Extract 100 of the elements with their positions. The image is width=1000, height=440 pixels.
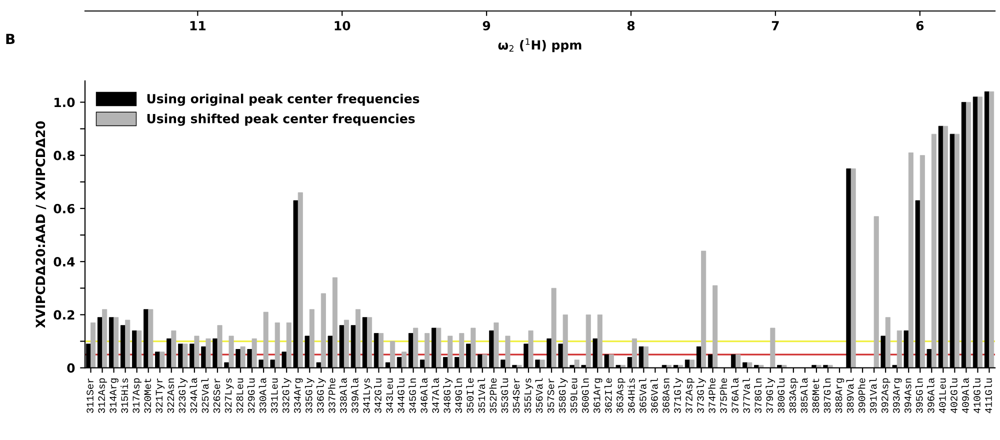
bar — [194, 336, 200, 368]
x2-axis-title: ω$_{2}$ ($^{1}$H) ppm — [498, 38, 582, 52]
bar — [136, 330, 142, 368]
x-tick-label: 330Ala — [258, 378, 266, 413]
x-tick-label: 343Leu — [386, 378, 393, 413]
x-tick-label: 344Glu — [397, 378, 404, 413]
x-tick-label: 311Ser — [86, 378, 94, 413]
bar — [978, 96, 983, 368]
bar — [551, 288, 556, 368]
bar — [942, 126, 948, 368]
bar — [355, 309, 361, 368]
bar — [528, 330, 534, 368]
bar — [171, 330, 176, 368]
bar — [885, 317, 890, 368]
bar — [482, 354, 488, 368]
x-tick-label: 346Ala — [420, 378, 428, 413]
bar — [413, 328, 418, 368]
x-tick-label: 339Ala — [351, 378, 358, 413]
bar — [828, 364, 833, 368]
bar — [102, 309, 108, 368]
y-tick-label: 0.4 — [54, 257, 75, 267]
x-tick-label: 360Gln — [581, 378, 589, 413]
bar — [160, 352, 165, 368]
bar — [114, 317, 119, 368]
x-tick-label: 390Phe — [858, 378, 866, 413]
x-tick-label: 357Ser — [547, 378, 554, 413]
bar — [908, 152, 914, 368]
bar — [562, 314, 568, 368]
bar — [540, 360, 545, 368]
bar — [424, 333, 430, 368]
bar — [274, 322, 280, 368]
x-tick-label: 347Ala — [432, 378, 440, 413]
bar — [505, 336, 510, 368]
x-tick-label: 365Val — [639, 378, 646, 413]
legend-label: Using shifted peak center frequencies — [147, 114, 415, 126]
bar — [182, 344, 188, 368]
x-tick-label: 325Val — [201, 378, 209, 413]
bar — [125, 320, 130, 368]
bar — [966, 102, 972, 368]
bar — [252, 338, 257, 368]
bar — [954, 134, 960, 368]
x-tick-label: 378Gln — [754, 378, 762, 413]
bar — [470, 328, 476, 368]
x-tick-label: 336Gly — [316, 378, 326, 413]
x-tick-label: 368Asn — [662, 378, 670, 413]
bar — [298, 192, 303, 368]
x-tick-label: 326Ser — [213, 378, 220, 413]
x-tick-label: 352Phe — [489, 378, 497, 413]
bar — [344, 320, 349, 368]
x-tick-label: 323Gly — [178, 378, 188, 413]
bar — [206, 338, 211, 368]
bar — [494, 322, 499, 368]
x-tick-label: 315His — [120, 378, 128, 413]
x-tick-label: 320Met — [144, 378, 152, 413]
bar — [931, 134, 936, 368]
bar — [758, 364, 764, 368]
x-tick-label: 410Glu — [973, 378, 980, 414]
x-tick-label: 380Glu — [777, 378, 785, 413]
x-tick-label: 312Asp — [98, 378, 107, 413]
x-tick-label: 393Arg — [892, 378, 902, 413]
x2-tick-label: 6 — [916, 20, 924, 30]
bar — [701, 250, 706, 368]
y-tick-label: 0.8 — [54, 150, 75, 160]
x-tick-label: 342Glu — [374, 378, 382, 413]
y-tick-label: 0.6 — [54, 204, 75, 214]
y-tick-label: 0 — [67, 363, 75, 373]
x-tick-label: 338Ala — [340, 378, 347, 413]
bar — [390, 341, 396, 368]
bar — [332, 277, 338, 368]
x2-tick-label: 10 — [334, 20, 350, 30]
x-tick-label: 328Leu — [236, 378, 244, 413]
x-tick-label: 387Gln — [823, 378, 831, 413]
bar — [286, 322, 292, 368]
legend-label: Using original peak center frequencies — [147, 94, 420, 106]
x-tick-label: 409Ala — [962, 378, 969, 414]
x-tick-label: 373Gly — [696, 378, 706, 413]
bar — [896, 330, 902, 368]
x-tick-label: 366Val — [650, 378, 658, 413]
bar — [90, 322, 96, 368]
x-tick-label: 391Val — [869, 378, 877, 413]
x-tick-label: 317Asp — [132, 378, 142, 413]
bar — [874, 216, 879, 368]
x-tick-label: 356Val — [535, 378, 543, 413]
x-tick-label: 364His — [627, 378, 635, 413]
x-tick-label: 314Arg — [110, 378, 118, 413]
x-tick-label: 385Ala — [800, 378, 808, 413]
x-tick-label: 334Arg — [294, 378, 303, 413]
x-tick-label: 350Ile — [466, 378, 474, 413]
bar — [850, 168, 856, 368]
x-tick-label: 388Arg — [835, 378, 844, 413]
bar — [320, 293, 326, 368]
x-tick-label: 402Glu — [950, 378, 958, 414]
x-tick-label: 361Arg — [593, 378, 602, 413]
bar — [989, 91, 994, 368]
bar — [816, 364, 822, 368]
x-tick-label: 395Gln — [915, 378, 923, 413]
x2-tick-label: 9 — [482, 20, 490, 30]
bar — [920, 155, 925, 368]
bar — [597, 314, 602, 368]
y-axis-title: XVIPCDΔ20:AAD / XVIPCDΔ20 — [36, 121, 46, 328]
